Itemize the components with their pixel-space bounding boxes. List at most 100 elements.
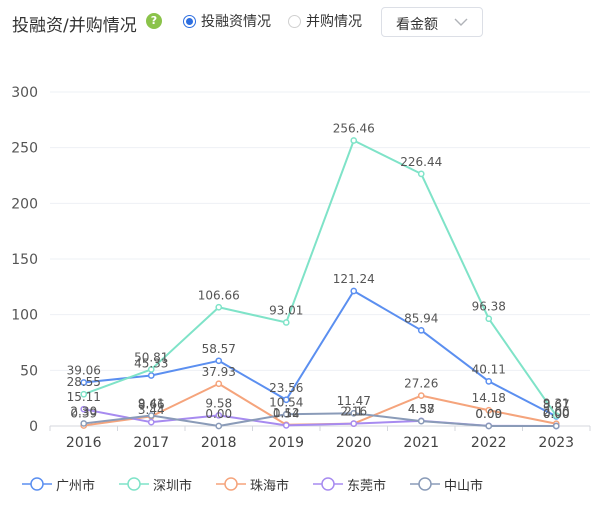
data-point[interactable] [282, 396, 290, 404]
legend-item[interactable]: 中山市 [410, 474, 483, 494]
x-tick-label: 2018 [201, 435, 237, 451]
x-tick-label: 2016 [66, 435, 102, 451]
x-tick-label: 2020 [336, 435, 372, 451]
series-line [83, 412, 557, 427]
y-tick-label: 250 [11, 141, 38, 157]
data-label: 15.11 [67, 390, 101, 404]
data-point[interactable] [417, 170, 425, 178]
data-label: 9.41 [138, 397, 165, 411]
legend-marker-icon [22, 477, 52, 491]
data-label: 4.58 [408, 402, 435, 416]
radio-merger-label: 并购情况 [306, 14, 362, 30]
data-label: 1.12 [273, 406, 300, 420]
legend-label: 东莞市 [347, 478, 387, 494]
data-point[interactable] [552, 422, 560, 430]
data-point[interactable] [215, 303, 223, 311]
data-label: 106.66 [198, 288, 240, 302]
data-point[interactable] [80, 405, 88, 413]
data-label: 40.11 [472, 362, 506, 376]
data-label: 4.37 [408, 402, 435, 416]
data-point[interactable] [485, 315, 493, 323]
data-point[interactable] [350, 137, 358, 144]
data-point[interactable] [215, 411, 223, 419]
help-icon[interactable]: ? [146, 13, 162, 29]
data-label: 58.57 [202, 342, 236, 356]
legend-label: 珠海市 [250, 478, 290, 494]
data-label: 8.67 [543, 397, 570, 411]
data-label: 2.00 [543, 405, 570, 419]
data-label: 0.00 [543, 407, 570, 421]
legend-label: 广州市 [56, 478, 96, 494]
data-label: 3.44 [138, 403, 165, 417]
data-label: 14.18 [472, 391, 506, 405]
data-point[interactable] [147, 372, 155, 379]
data-point[interactable] [282, 319, 290, 326]
data-point[interactable] [282, 410, 290, 418]
radio-unchecked-icon [288, 14, 301, 28]
data-label: 0.39 [70, 407, 97, 421]
data-label: 23.56 [269, 381, 303, 395]
data-point[interactable] [80, 379, 88, 386]
data-point[interactable] [215, 380, 223, 388]
legend-item[interactable]: 东莞市 [313, 474, 386, 494]
y-tick-label: 0 [29, 419, 38, 435]
data-label: 8.66 [138, 397, 165, 411]
data-point[interactable] [350, 287, 358, 295]
radio-merger[interactable]: 并购情况 [288, 12, 362, 30]
data-label: 10.54 [269, 395, 303, 409]
radio-investment-label: 投融资情况 [201, 14, 271, 30]
y-tick-label: 300 [11, 85, 38, 101]
chevron-down-icon [454, 18, 468, 26]
page-title: 投融资/并购情况 [12, 16, 137, 36]
data-point[interactable] [215, 422, 223, 430]
data-point[interactable] [282, 422, 290, 429]
metric-select[interactable]: 看金额 [381, 7, 483, 37]
legend-marker-icon [119, 477, 149, 491]
data-point[interactable] [485, 422, 493, 430]
legend-item[interactable]: 深圳市 [119, 474, 192, 494]
data-point[interactable] [552, 412, 560, 419]
data-label: 39.06 [67, 364, 101, 378]
legend-item[interactable]: 广州市 [22, 474, 95, 494]
data-point[interactable] [80, 420, 88, 427]
axes: 0 50 100 150 200 250 300 2016 2017 2018 2019 2020 20… [11, 85, 591, 451]
data-label: 9.58 [205, 396, 232, 410]
data-label: 96.38 [472, 300, 506, 314]
legend-label: 深圳市 [153, 478, 193, 494]
data-point[interactable] [147, 418, 155, 426]
data-label: 0.00 [205, 407, 232, 421]
data-point[interactable] [350, 409, 358, 417]
data-label: 2.1 [344, 405, 363, 419]
data-point[interactable] [417, 417, 425, 425]
data-label: 85.94 [404, 311, 438, 325]
data-label: 0.54 [273, 406, 300, 420]
y-tick-label: 50 [20, 363, 38, 379]
radio-investment[interactable]: 投融资情况 [183, 12, 271, 30]
data-point[interactable] [147, 366, 155, 373]
data-point[interactable] [350, 420, 358, 428]
data-point[interactable] [485, 377, 493, 385]
legend-item[interactable]: 珠海市 [216, 474, 289, 494]
data-point[interactable] [417, 392, 425, 400]
legend-marker-icon [410, 477, 440, 491]
data-point[interactable] [417, 326, 425, 334]
data-label: 11.47 [337, 394, 371, 408]
data-label: 0.00 [475, 407, 502, 421]
legend-marker-icon [313, 477, 343, 491]
data-label: 256.46 [333, 121, 375, 135]
series [80, 137, 560, 430]
data-point[interactable] [147, 412, 155, 419]
x-tick-label: 2022 [471, 435, 507, 451]
data-label: 27.26 [404, 377, 438, 391]
data-point[interactable] [80, 390, 88, 398]
data-point[interactable] [215, 357, 223, 365]
legend-marker-icon [216, 477, 246, 491]
data-label: 0.00 [543, 407, 570, 421]
series-line [83, 290, 557, 418]
data-label: 50.81 [134, 350, 168, 364]
x-tick-label: 2019 [268, 435, 304, 451]
y-tick-label: 100 [11, 308, 38, 324]
data-point[interactable] [485, 406, 493, 414]
data-label: 2.30 [70, 404, 97, 418]
